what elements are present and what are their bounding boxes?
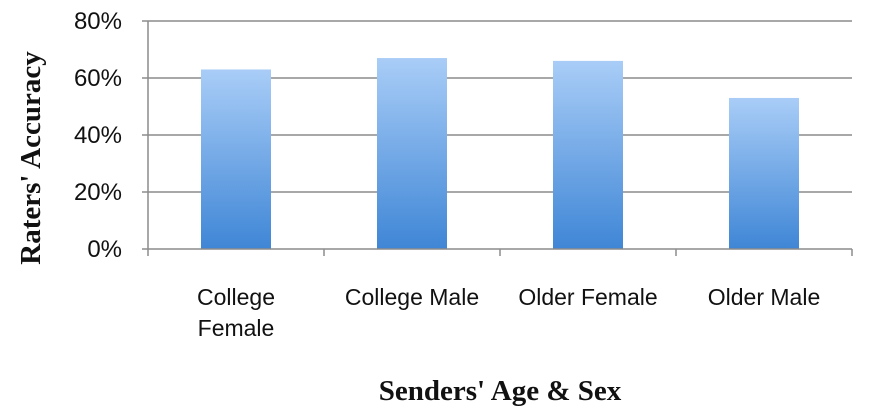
- y-tick-label-3: 60%: [74, 65, 122, 92]
- y-tick-label-4: 80%: [74, 8, 122, 35]
- x-category-label-1: College Male: [345, 284, 479, 310]
- x-category-labels: College Female College Male Older Female Old…: [197, 284, 820, 341]
- y-tick-label-2: 40%: [74, 122, 122, 149]
- y-tick-label-1: 20%: [74, 179, 122, 206]
- y-tick-labels: 0% 20% 40% 60% 80%: [74, 8, 122, 263]
- x-category-label-3: Older Male: [708, 284, 820, 310]
- x-category-label-0-line-1: Female: [198, 315, 275, 341]
- bar-2: [553, 60, 623, 250]
- x-axis-title: Senders' Age & Sex: [379, 375, 622, 407]
- x-category-label-0-line-0: College: [197, 284, 275, 310]
- y-axis-title: Raters' Accuracy: [15, 51, 47, 265]
- x-category-label-2: Older Female: [518, 284, 657, 310]
- axes: [142, 20, 853, 256]
- bar-3: [729, 97, 799, 249]
- bar-1: [377, 58, 447, 249]
- bar-0: [201, 69, 271, 249]
- bars: [201, 58, 799, 250]
- y-tick-label-0: 0%: [87, 236, 122, 263]
